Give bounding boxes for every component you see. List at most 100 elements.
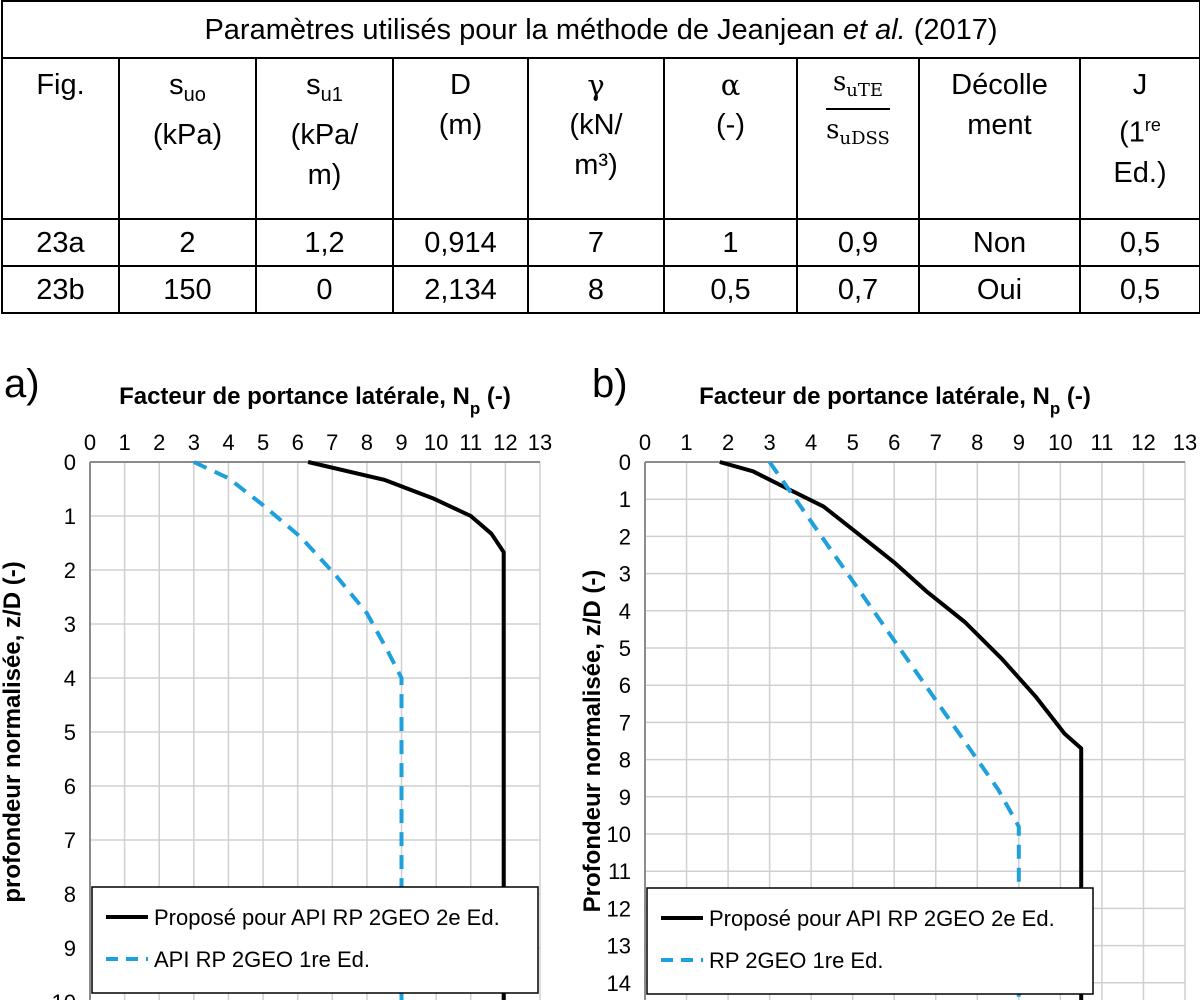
legend-label: API RP 2GEO 1re Ed. bbox=[154, 947, 370, 972]
panel-a-letter: a) bbox=[4, 362, 40, 406]
y-tick-label: 0 bbox=[64, 450, 76, 475]
y-tick-label: 1 bbox=[64, 504, 76, 529]
cell: 23b bbox=[1, 265, 120, 314]
x-tick-label: 2 bbox=[722, 430, 734, 455]
header-su0: suo (kPa) bbox=[118, 57, 257, 220]
cell: 2,134 bbox=[392, 265, 529, 314]
cell: Oui bbox=[918, 265, 1081, 314]
cell: 0,9 bbox=[796, 218, 920, 267]
x-tick-label: 12 bbox=[1131, 430, 1155, 455]
header-gamma: γ (kN/m³) bbox=[527, 57, 665, 220]
y-tick-label: 12 bbox=[607, 896, 631, 921]
legend: Proposé pour API RP 2GEO 2e Ed. API RP 2G… bbox=[91, 886, 539, 994]
y-tick-label: 10 bbox=[607, 822, 631, 847]
x-tick-label: 7 bbox=[326, 430, 338, 455]
parameters-table-container: Paramètres utilisés pour la méthode de J… bbox=[0, 0, 1200, 314]
x-tick-label: 11 bbox=[1091, 430, 1114, 455]
cell: 0,5 bbox=[1078, 265, 1200, 314]
x-tick-label: 5 bbox=[847, 430, 859, 455]
cell: 7 bbox=[527, 218, 665, 267]
y-tick-label: 2 bbox=[64, 558, 76, 583]
cell: Non bbox=[918, 218, 1081, 267]
x-tick-label: 3 bbox=[188, 430, 200, 455]
y-tick-label: 14 bbox=[607, 971, 631, 996]
legend-label: RP 2GEO 1re Ed. bbox=[709, 948, 883, 973]
cell: 2 bbox=[118, 218, 257, 267]
x-tick-label: 10 bbox=[424, 430, 448, 455]
legend-label: Proposé pour API RP 2GEO 2e Ed. bbox=[709, 906, 1055, 931]
header-j: J (1re Ed.) bbox=[1078, 57, 1200, 220]
cell: 1 bbox=[663, 218, 798, 267]
x-tick-label: 11 bbox=[459, 430, 482, 455]
cell: 23a bbox=[1, 218, 120, 267]
y-axis-title: Profondeur normalisée, z/D (-) bbox=[580, 570, 606, 913]
y-tick-label: 5 bbox=[619, 636, 631, 661]
x-tick-label: 0 bbox=[639, 430, 651, 455]
parameters-table: Paramètres utilisés pour la méthode de J… bbox=[0, 0, 1200, 314]
y-tick-label: 11 bbox=[608, 859, 631, 884]
x-tick-label: 10 bbox=[1048, 430, 1072, 455]
x-tick-label: 1 bbox=[118, 430, 130, 455]
x-tick-label: 13 bbox=[1173, 430, 1197, 455]
y-tick-label: 0 bbox=[619, 450, 631, 475]
x-tick-label: 9 bbox=[395, 430, 407, 455]
x-tick-label: 7 bbox=[930, 430, 942, 455]
plot-area: 012345678910111213012345678910Facteur de… bbox=[0, 383, 552, 1000]
chart-b: 0123456789101112130123456789101112131415… bbox=[580, 383, 1197, 1000]
table-title-year: (2017) bbox=[905, 13, 998, 46]
panel-b-letter: b) bbox=[592, 362, 628, 406]
y-tick-label: 9 bbox=[64, 936, 76, 961]
table-title: Paramètres utilisés pour la méthode de J… bbox=[0, 0, 1200, 59]
legend-box bbox=[91, 886, 539, 994]
plot-area: 0123456789101112130123456789101112131415… bbox=[580, 383, 1197, 1000]
y-tick-label: 7 bbox=[619, 710, 631, 735]
series-line-2 bbox=[767, 460, 1021, 1000]
x-tick-label: 6 bbox=[888, 430, 900, 455]
series-line-1 bbox=[307, 460, 506, 1000]
y-axis-title: profondeur normalisée, z/D (-) bbox=[0, 561, 26, 902]
y-tick-label: 2 bbox=[619, 524, 631, 549]
table-title-italic: et al. bbox=[842, 13, 906, 46]
x-axis-title: Facteur de portance latérale, Np (-) bbox=[699, 383, 1091, 418]
header-su-ratio: suTE suDSS bbox=[796, 57, 920, 220]
cell: 150 bbox=[118, 265, 257, 314]
cell: 0,914 bbox=[392, 218, 529, 267]
x-tick-label: 3 bbox=[763, 430, 775, 455]
x-tick-label: 4 bbox=[805, 430, 817, 455]
y-tick-label: 13 bbox=[607, 934, 631, 959]
legend: Proposé pour API RP 2GEO 2e Ed. RP 2GEO 1… bbox=[646, 887, 1094, 995]
header-alpha: α (-) bbox=[663, 57, 798, 220]
x-tick-label: 9 bbox=[1013, 430, 1025, 455]
x-axis-title: Facteur de portance latérale, Np (-) bbox=[119, 383, 511, 418]
cell: 8 bbox=[527, 265, 665, 314]
legend-label: Proposé pour API RP 2GEO 2e Ed. bbox=[154, 905, 500, 930]
header-d: D (m) bbox=[392, 57, 529, 220]
y-tick-label: 10 bbox=[52, 990, 76, 1000]
y-tick-label: 6 bbox=[64, 774, 76, 799]
chart-a: 012345678910111213012345678910Facteur de… bbox=[0, 383, 552, 1000]
cell: 0,5 bbox=[1078, 218, 1200, 267]
x-tick-label: 5 bbox=[257, 430, 269, 455]
header-fig: Fig. bbox=[1, 57, 120, 220]
header-decollement: Décolle ment bbox=[918, 57, 1081, 220]
x-tick-label: 6 bbox=[292, 430, 304, 455]
y-tick-label: 6 bbox=[619, 673, 631, 698]
x-tick-label: 4 bbox=[222, 430, 234, 455]
y-tick-label: 8 bbox=[64, 882, 76, 907]
y-tick-label: 3 bbox=[64, 612, 76, 637]
x-tick-label: 13 bbox=[528, 430, 552, 455]
x-tick-label: 1 bbox=[680, 430, 692, 455]
y-tick-label: 4 bbox=[619, 599, 631, 624]
cell: 0 bbox=[255, 265, 394, 314]
cell: 0,7 bbox=[796, 265, 920, 314]
table-row: 23a 2 1,2 0,914 7 1 0,9 Non 0,5 bbox=[1, 218, 1200, 267]
y-tick-label: 1 bbox=[619, 487, 631, 512]
series-line-2 bbox=[192, 460, 404, 1000]
table-row: 23b 150 0 2,134 8 0,5 0,7 Oui 0,5 bbox=[1, 265, 1200, 314]
legend-box bbox=[646, 887, 1094, 995]
x-tick-label: 8 bbox=[361, 430, 373, 455]
y-tick-label: 8 bbox=[619, 748, 631, 773]
table-title-text: Paramètres utilisés pour la méthode de J… bbox=[204, 13, 843, 46]
y-tick-label: 4 bbox=[64, 666, 76, 691]
y-tick-label: 7 bbox=[64, 828, 76, 853]
